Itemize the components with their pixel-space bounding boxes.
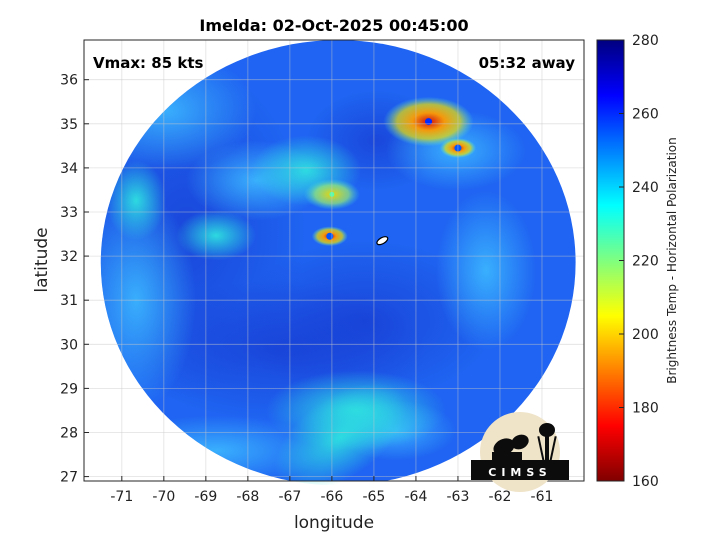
- y-ticks: 27 28 29 30 31 32 33 34 35 36: [60, 73, 89, 486]
- northeast-convection-core: [425, 118, 433, 126]
- x-tick-label: -65: [362, 489, 385, 505]
- colorbar-label: Brightness Temp - Horizontal Polarizatio…: [665, 137, 679, 384]
- y-tick-label: 27: [60, 470, 78, 486]
- y-tick-label: 33: [60, 205, 78, 221]
- x-tick-label: -69: [194, 489, 217, 505]
- colorbar-tick-label: 280: [632, 33, 659, 49]
- colorbar-ticks: 160 180 200 220 240 260 280: [619, 33, 659, 490]
- swath-texture-8: [436, 190, 537, 351]
- colorbar-tick-label: 200: [632, 327, 659, 343]
- y-tick-label: 32: [60, 249, 78, 265]
- plot-axes: -71 -70 -69 -68 -67 -66 -65 -64 -63 -62 -61 27 28 29…: [60, 39, 585, 505]
- y-tick-label: 36: [60, 73, 78, 89]
- vmax-annotation: Vmax: 85 kts: [93, 54, 203, 72]
- x-axis-label: longitude: [294, 513, 374, 533]
- storm-center-marker: [376, 236, 389, 246]
- time-away-annotation: 05:32 away: [479, 54, 576, 72]
- x-tick-label: -66: [320, 489, 343, 505]
- x-tick-label: -61: [531, 489, 554, 505]
- colorbar-tick-label: 240: [632, 180, 659, 196]
- colorbar-tick-label: 160: [632, 474, 659, 490]
- y-tick-label: 34: [60, 161, 78, 177]
- x-tick-label: -62: [489, 489, 512, 505]
- x-tick-label: -68: [236, 489, 259, 505]
- y-axis-label: latitude: [32, 227, 52, 292]
- x-tick-label: -67: [278, 489, 301, 505]
- swath-texture-14: [176, 210, 257, 261]
- x-tick-label: -63: [447, 489, 470, 505]
- cimss-logo: CIMSS: [471, 412, 569, 492]
- x-ticks: -71 -70 -69 -68 -67 -66 -65 -64 -63 -62 -61: [110, 476, 553, 505]
- colorbar: 160 180 200 220 240 260 280 Brightness Temp - …: [596, 33, 679, 490]
- x-tick-label: -70: [152, 489, 175, 505]
- y-tick-label: 28: [60, 425, 78, 441]
- y-tick-label: 29: [60, 381, 78, 397]
- x-tick-label: -71: [110, 489, 133, 505]
- colorbar-tick-label: 260: [632, 107, 659, 123]
- y-tick-label: 30: [60, 337, 78, 353]
- colorbar-tick-label: 180: [632, 401, 659, 417]
- colorbar-tick-label: 220: [632, 254, 659, 270]
- chart-title: Imelda: 02-Oct-2025 00:45:00: [199, 16, 468, 35]
- x-tick-label: -64: [404, 489, 427, 505]
- logo-text: CIMSS: [488, 466, 551, 479]
- swath-texture-12: [106, 160, 167, 241]
- y-tick-label: 35: [60, 117, 78, 133]
- plot-frame: [83, 39, 585, 482]
- y-tick-label: 31: [60, 293, 78, 309]
- southern-rainband: [274, 383, 406, 486]
